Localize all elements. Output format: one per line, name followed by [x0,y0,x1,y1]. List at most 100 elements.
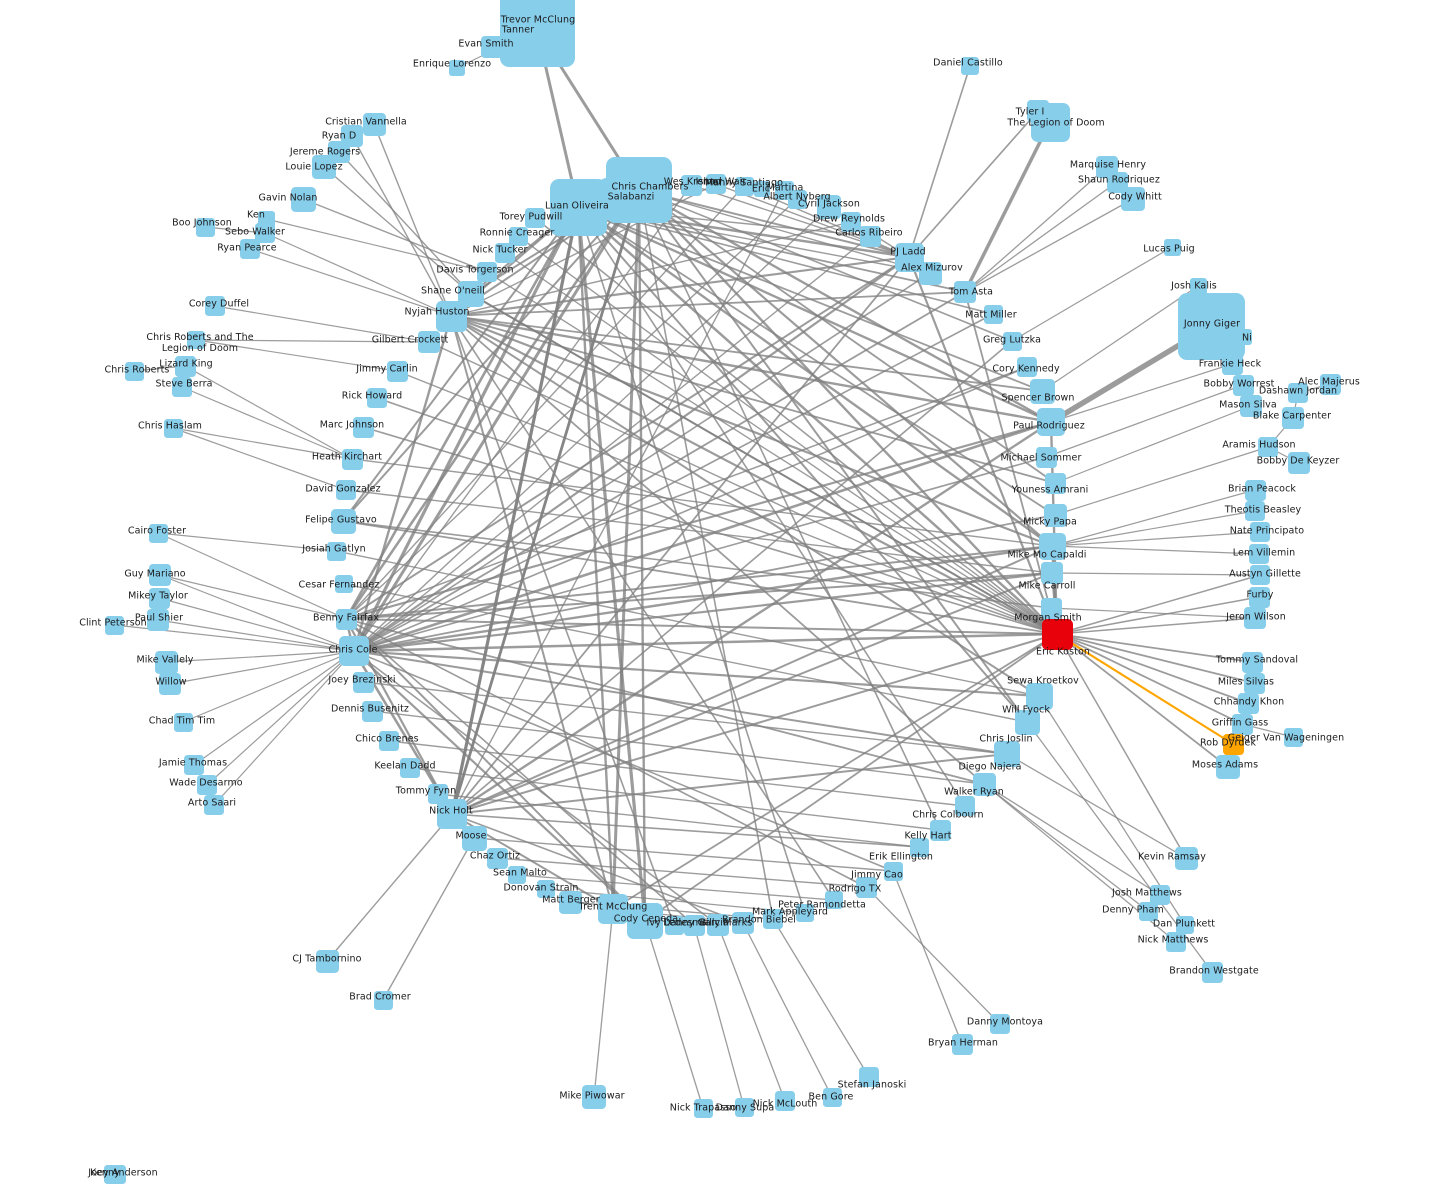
graph-node[interactable] [195,217,215,237]
graph-node[interactable] [312,155,336,179]
graph-node[interactable] [1176,916,1194,934]
graph-node[interactable] [1248,586,1270,608]
graph-node[interactable] [240,239,260,259]
graph-node[interactable] [1189,277,1207,295]
graph-node[interactable] [1025,682,1053,710]
graph-node[interactable] [1041,562,1063,584]
graph-node[interactable] [255,223,275,243]
graph-node[interactable] [1250,522,1270,542]
graph-node[interactable] [1249,544,1269,564]
graph-node[interactable] [1250,565,1270,585]
graph-node[interactable] [173,712,193,732]
graph-node[interactable] [1150,885,1170,905]
graph-node[interactable] [1166,932,1186,952]
graph-node[interactable] [149,564,171,586]
graph-node[interactable] [707,914,729,936]
graph-node[interactable] [972,772,996,796]
graph-node[interactable] [197,775,217,795]
graph-node[interactable] [174,355,196,377]
graph-node[interactable] [859,1067,879,1087]
graph-node[interactable] [163,418,183,438]
graph-node[interactable] [1017,357,1037,377]
graph-node[interactable] [1240,395,1262,417]
graph-node[interactable] [104,615,124,635]
graph-node[interactable] [1222,733,1244,755]
graph-node[interactable] [1288,452,1310,474]
graph-node[interactable] [437,799,467,829]
graph-node[interactable] [1258,437,1278,457]
graph-node[interactable] [951,1033,973,1055]
graph-node[interactable] [1221,353,1243,375]
graph-node[interactable] [517,30,537,50]
graph-node[interactable] [683,914,705,936]
graph-node[interactable] [664,915,684,935]
graph-node[interactable] [817,195,841,219]
graph-node[interactable] [627,903,663,939]
graph-node[interactable] [481,36,503,58]
graph-node[interactable] [841,212,861,232]
graph-node[interactable] [1283,727,1303,747]
graph-node[interactable] [499,0,575,67]
graph-node[interactable] [1029,378,1055,404]
graph-node[interactable] [909,837,929,857]
graph-node[interactable] [386,360,408,382]
graph-node[interactable] [680,174,702,196]
graph-node[interactable] [693,1098,713,1118]
graph-node[interactable] [205,296,225,316]
graph-node[interactable] [1237,692,1259,714]
graph-node[interactable] [435,300,467,332]
graph-node[interactable] [796,904,814,922]
graph-node[interactable] [154,650,178,674]
graph-node[interactable] [1174,846,1198,870]
graph-node[interactable] [1288,383,1308,403]
graph-node[interactable] [775,1091,795,1111]
graph-node[interactable] [1244,479,1266,501]
graph-node[interactable] [204,795,224,815]
graph-node[interactable] [961,57,979,75]
graph-node[interactable] [1138,901,1158,921]
graph-node[interactable] [883,861,903,881]
graph-node[interactable] [582,1085,606,1109]
graph-node[interactable] [341,448,363,470]
graph-node[interactable] [159,673,181,695]
graph-node[interactable] [787,189,807,209]
graph-node[interactable] [1245,501,1265,521]
graph-node[interactable] [822,1087,842,1107]
graph-node[interactable] [1231,713,1253,735]
graph-node[interactable] [525,208,545,228]
graph-node[interactable] [339,636,369,666]
graph-node[interactable] [148,523,168,543]
graph-node[interactable] [954,281,976,303]
graph-node[interactable] [754,181,770,197]
graph-node[interactable] [367,388,387,408]
graph-node[interactable] [187,331,205,349]
graph-node[interactable] [1163,238,1181,256]
graph-node[interactable] [379,731,399,751]
graph-node[interactable] [290,186,316,212]
graph-node[interactable] [990,1014,1010,1034]
graph-node[interactable] [1282,407,1304,429]
graph-node[interactable] [106,1164,126,1184]
graph-node[interactable] [1201,961,1223,983]
graph-node[interactable] [335,575,353,593]
graph-node[interactable] [1030,102,1070,142]
graph-node[interactable] [1041,618,1073,650]
graph-node[interactable] [1177,292,1245,360]
graph-node[interactable] [918,261,942,285]
graph-node[interactable] [330,508,356,534]
graph-node[interactable] [508,866,526,884]
graph-node[interactable] [734,1097,754,1117]
graph-node[interactable] [1037,408,1065,436]
graph-node[interactable] [825,891,843,909]
graph-node[interactable] [352,671,374,693]
graph-node[interactable] [373,990,393,1010]
graph-node[interactable] [148,587,170,609]
graph-node[interactable] [508,226,528,246]
graph-node[interactable] [1236,329,1252,345]
graph-node[interactable] [449,60,465,76]
graph-node[interactable] [1038,532,1066,560]
graph-node[interactable] [147,609,169,631]
graph-node[interactable] [734,176,754,196]
graph-node[interactable] [1035,446,1057,468]
graph-node[interactable] [362,112,386,136]
